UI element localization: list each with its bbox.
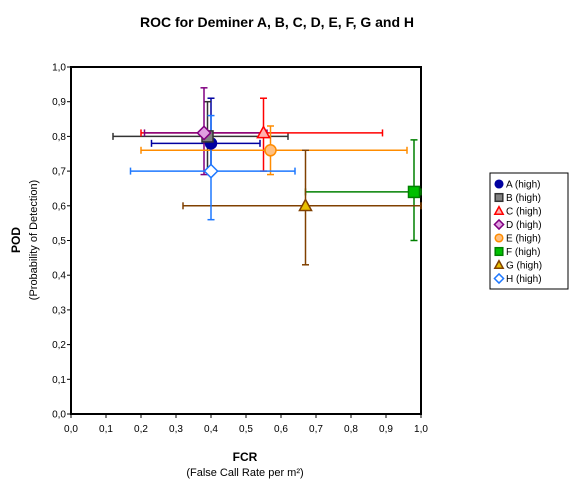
x-tick-label: 0,4 [204,424,218,435]
y-tick-label: 0,3 [52,305,66,316]
y-tick-label: 0,9 [52,97,66,108]
plot-frame [70,66,422,415]
chart-title: ROC for Deminer A, B, C, D, E, F, G and … [140,14,414,30]
x-tick-label: 0,7 [309,424,323,435]
data-point [298,197,313,212]
data-point [407,185,421,199]
x-axis-subtitle: (False Call Rate per m²) [186,467,303,479]
data-point [264,144,277,157]
y-tick-label: 0,2 [52,340,66,351]
legend-marker [493,259,505,269]
legend-marker [494,246,504,257]
x-axis-title: FCR [233,450,258,464]
legend-label: C (high) [506,207,542,218]
legend-marker [493,272,505,285]
data-point [203,163,219,179]
legend-label: A (high) [506,180,540,191]
legend-marker [494,192,504,203]
legend-box [489,172,569,290]
data-point [196,125,212,141]
x-tick-label: 0,5 [239,424,253,435]
x-tick-label: 1,0 [414,424,428,435]
x-tick-label: 0,2 [134,424,148,435]
x-tick-label: 0,6 [274,424,288,435]
y-axis-subtitle: (Probability of Detection) [28,180,40,300]
legend-label: D (high) [506,220,542,231]
x-tick-label: 0,1 [99,424,113,435]
legend-label: E (high) [506,234,541,245]
x-tick-label: 0,0 [64,424,78,435]
y-axis-title: POD [9,227,23,253]
x-tick-label: 0,9 [379,424,393,435]
y-tick-label: 1,0 [52,63,66,74]
plot-area: 0,0 0,1 0,2 0,3 0,4 0,5 0,6 0,7 0,8 0,9 1,0 0,0 0,1 0… [52,63,428,436]
legend-marker [493,205,505,215]
legend-marker [494,179,504,189]
y-tick-label: 0,4 [52,271,66,282]
y-tick-label: 0,6 [52,201,66,212]
legend-marker [494,233,504,243]
legend-label: B (high) [506,193,541,204]
y-tick-label: 0,7 [52,167,66,178]
legend-label: F (high) [506,247,540,258]
data-point [256,125,271,139]
y-tick-label: 0,1 [52,375,66,386]
legend-label: G (high) [506,261,542,272]
legend: A (high) B (high) C (high) D (high) E (high)… [489,172,569,290]
legend-label: H (high) [506,274,542,285]
y-tick-label: 0,5 [52,236,66,247]
y-tick-label: 0,0 [52,410,66,421]
legend-marker [493,218,505,231]
x-tick-label: 0,3 [169,424,183,435]
y-tick-label: 0,8 [52,132,66,143]
x-tick-label: 0,8 [344,424,358,435]
